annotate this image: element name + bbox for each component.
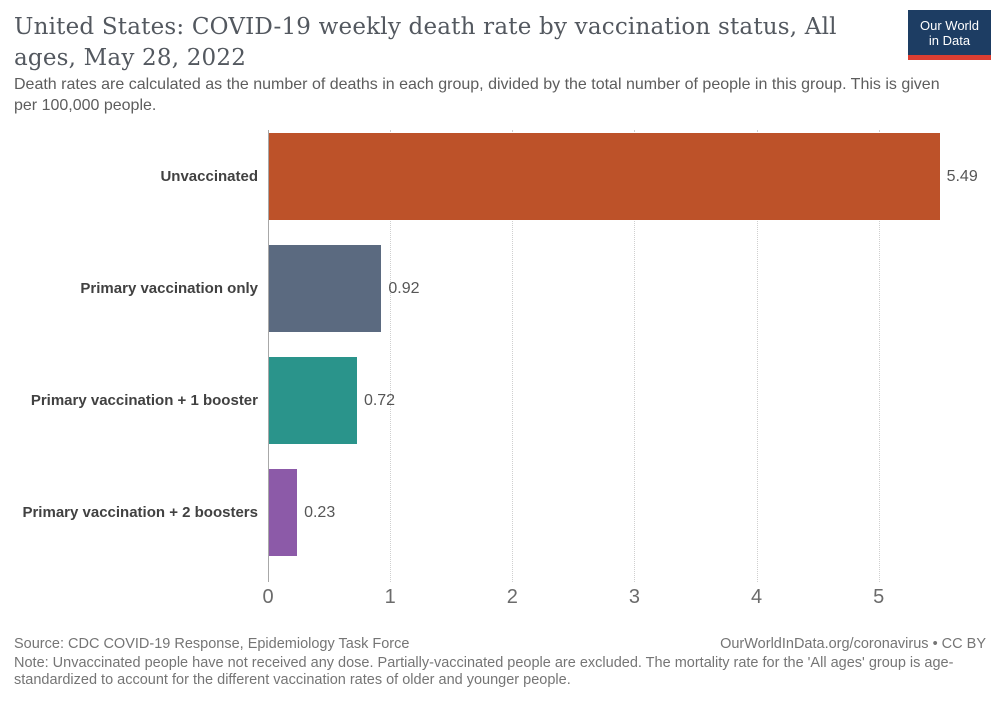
footer-note: Note: Unvaccinated people have not recei… [14, 655, 954, 688]
category-label: Primary vaccination only [80, 280, 258, 297]
x-gridline [878, 130, 880, 582]
x-tick-label: 5 [873, 586, 885, 608]
plot-area: 0 1 2 3 4 5 5.49 0.92 0.72 0.23 [262, 130, 985, 608]
x-tick-label: 1 [384, 586, 396, 608]
bar [269, 133, 940, 220]
category-label: Unvaccinated [160, 168, 258, 185]
owid-logo-box: Our World in Data [908, 10, 991, 55]
chart-subtitle: Death rates are calculated as the number… [14, 76, 940, 114]
value-label: 0.92 [388, 279, 420, 297]
x-tick-label: 2 [506, 586, 518, 608]
category-label: Primary vaccination + 1 booster [30, 392, 258, 409]
x-gridline [512, 130, 514, 582]
value-label: 0.23 [304, 503, 336, 521]
x-tick-label: 4 [751, 586, 763, 608]
value-label: 0.72 [363, 391, 396, 409]
bar [269, 469, 298, 556]
owid-logo: Our World in Data [908, 10, 991, 60]
attribution-link[interactable]: OurWorldInData.org/coronavirus • CC BY [720, 636, 986, 652]
bar [269, 357, 357, 444]
x-gridline [390, 130, 392, 582]
owid-logo-red-strip [908, 55, 991, 60]
owid-logo-line2: in Data [928, 32, 971, 48]
x-tick-label: 3 [628, 586, 640, 608]
chart-title: United States: COVID-19 weekly death rat… [14, 14, 837, 71]
x-axis-zero-line [268, 130, 269, 582]
footer: Source: CDC COVID-19 Response, Epidemiol… [14, 636, 986, 652]
source-text: Source: CDC COVID-19 Response, Epidemiol… [14, 636, 410, 652]
owid-logo-line1: Our World [920, 17, 979, 33]
bar [269, 245, 382, 332]
x-gridline [634, 130, 636, 582]
x-tick-label: 0 [262, 586, 274, 608]
category-label: Primary vaccination + 2 boosters [22, 504, 258, 521]
category-labels: Unvaccinated Primary vaccination only Prim… [0, 130, 258, 582]
x-gridline [756, 130, 758, 582]
value-label: 5.49 [946, 167, 978, 185]
